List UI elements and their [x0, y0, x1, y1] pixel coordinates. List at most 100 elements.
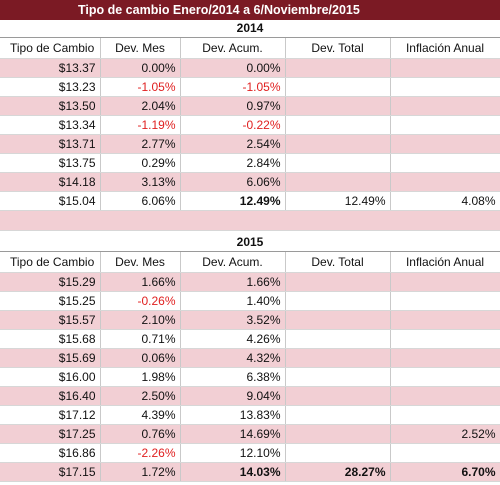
col-header-dev-mes: Dev. Mes — [100, 251, 181, 273]
cell-dev-total — [285, 405, 391, 425]
cell-dev-mes: -1.05% — [100, 77, 181, 97]
table-spacer — [0, 210, 500, 231]
cell-dev-total — [285, 329, 391, 349]
table-row: $13.23 -1.05% -1.05% — [0, 77, 500, 97]
cell-dev-mes: 0.06% — [100, 348, 181, 368]
cell-dev-mes: 2.77% — [100, 134, 181, 154]
cell-dev-mes: 1.66% — [100, 272, 181, 292]
cell-dev-total — [285, 291, 391, 311]
cell-dev-acum: 14.69% — [180, 424, 286, 444]
cell-dev-acum: 0.97% — [180, 96, 286, 116]
cell-inflacion — [390, 115, 500, 135]
cell-dev-total — [285, 77, 391, 97]
cell-inflacion — [390, 386, 500, 406]
table-row: $16.86 -2.26% 12.10% — [0, 443, 500, 463]
cell-tipo-cambio: $13.23 — [0, 77, 101, 97]
table-row: $15.57 2.10% 3.52% — [0, 310, 500, 330]
cell-dev-total — [285, 310, 391, 330]
cell-dev-acum: 13.83% — [180, 405, 286, 425]
cell-tipo-cambio: $13.75 — [0, 153, 101, 173]
cell-dev-mes: 0.29% — [100, 153, 181, 173]
cell-dev-total — [285, 443, 391, 463]
col-header-inflacion-anual: Inflación Anual — [390, 37, 500, 59]
year-heading: 2015 — [0, 234, 500, 252]
cell-dev-total — [285, 386, 391, 406]
cell-inflacion — [390, 291, 500, 311]
cell-inflacion — [390, 134, 500, 154]
table-row: $13.71 2.77% 2.54% — [0, 134, 500, 154]
cell-tipo-cambio: $13.37 — [0, 58, 101, 78]
cell-tipo-cambio: $15.57 — [0, 310, 101, 330]
table-row: $16.40 2.50% 9.04% — [0, 386, 500, 406]
col-header-inflacion-anual: Inflación Anual — [390, 251, 500, 273]
cell-dev-acum: 4.32% — [180, 348, 286, 368]
cell-inflacion — [390, 77, 500, 97]
cell-dev-total — [285, 172, 391, 192]
cell-dev-acum: 14.03% — [180, 462, 286, 482]
cell-inflacion — [390, 172, 500, 192]
cell-dev-total — [285, 367, 391, 387]
cell-dev-acum: 1.40% — [180, 291, 286, 311]
cell-dev-acum: 0.00% — [180, 58, 286, 78]
cell-dev-acum: 3.52% — [180, 310, 286, 330]
cell-dev-mes: -2.26% — [100, 443, 181, 463]
cell-tipo-cambio: $15.68 — [0, 329, 101, 349]
cell-dev-total — [285, 424, 391, 444]
cell-dev-mes: 2.50% — [100, 386, 181, 406]
table-row: $13.37 0.00% 0.00% — [0, 58, 500, 78]
cell-dev-total — [285, 58, 391, 78]
table-row: $15.25 -0.26% 1.40% — [0, 291, 500, 311]
cell-dev-total: 12.49% — [285, 191, 391, 211]
cell-dev-acum: -0.22% — [180, 115, 286, 135]
cell-inflacion — [390, 153, 500, 173]
cell-tipo-cambio: $15.69 — [0, 348, 101, 368]
cell-tipo-cambio: $16.40 — [0, 386, 101, 406]
cell-tipo-cambio: $13.50 — [0, 96, 101, 116]
cell-dev-mes: 0.71% — [100, 329, 181, 349]
cell-inflacion — [390, 329, 500, 349]
table-row: $15.29 1.66% 1.66% — [0, 272, 500, 292]
cell-dev-acum: 12.49% — [180, 191, 286, 211]
cell-dev-mes: 2.04% — [100, 96, 181, 116]
col-header-dev-total: Dev. Total — [285, 251, 391, 273]
cell-tipo-cambio: $16.86 — [0, 443, 101, 463]
table-row: $17.25 0.76% 14.69% 2.52% — [0, 424, 500, 444]
cell-tipo-cambio: $15.25 — [0, 291, 101, 311]
cell-tipo-cambio: $15.04 — [0, 191, 101, 211]
table-row: $17.12 4.39% 13.83% — [0, 405, 500, 425]
header-row: Tipo de Cambio Dev. Mes Dev. Acum. Dev. … — [0, 251, 500, 273]
cell-inflacion — [390, 443, 500, 463]
table-row: $17.15 1.72% 14.03% 28.27% 6.70% — [0, 462, 500, 482]
cell-inflacion — [390, 310, 500, 330]
cell-inflacion — [390, 58, 500, 78]
col-header-tipo-cambio: Tipo de Cambio — [0, 251, 101, 273]
cell-dev-total: 28.27% — [285, 462, 391, 482]
table-row: $13.75 0.29% 2.84% — [0, 153, 500, 173]
cell-tipo-cambio: $15.29 — [0, 272, 101, 292]
cell-inflacion — [390, 405, 500, 425]
cell-dev-acum: 1.66% — [180, 272, 286, 292]
cell-tipo-cambio: $14.18 — [0, 172, 101, 192]
cell-tipo-cambio: $17.25 — [0, 424, 101, 444]
year-heading: 2014 — [0, 20, 500, 38]
cell-dev-acum: -1.05% — [180, 77, 286, 97]
cell-tipo-cambio: $13.71 — [0, 134, 101, 154]
cell-inflacion — [390, 272, 500, 292]
cell-inflacion: 6.70% — [390, 462, 500, 482]
col-header-tipo-cambio: Tipo de Cambio — [0, 37, 101, 59]
cell-dev-acum: 4.26% — [180, 329, 286, 349]
cell-dev-mes: 0.76% — [100, 424, 181, 444]
table-row: $16.00 1.98% 6.38% — [0, 367, 500, 387]
header-row: Tipo de Cambio Dev. Mes Dev. Acum. Dev. … — [0, 37, 500, 59]
cell-dev-acum: 2.54% — [180, 134, 286, 154]
table-row: $13.50 2.04% 0.97% — [0, 96, 500, 116]
cell-dev-acum: 9.04% — [180, 386, 286, 406]
table-2015: 2015 Tipo de Cambio Dev. Mes Dev. Acum. … — [0, 234, 500, 482]
cell-dev-total — [285, 134, 391, 154]
col-header-dev-acum: Dev. Acum. — [180, 251, 286, 273]
cell-dev-mes: -1.19% — [100, 115, 181, 135]
cell-dev-mes: 1.72% — [100, 462, 181, 482]
cell-tipo-cambio: $13.34 — [0, 115, 101, 135]
cell-dev-total — [285, 272, 391, 292]
